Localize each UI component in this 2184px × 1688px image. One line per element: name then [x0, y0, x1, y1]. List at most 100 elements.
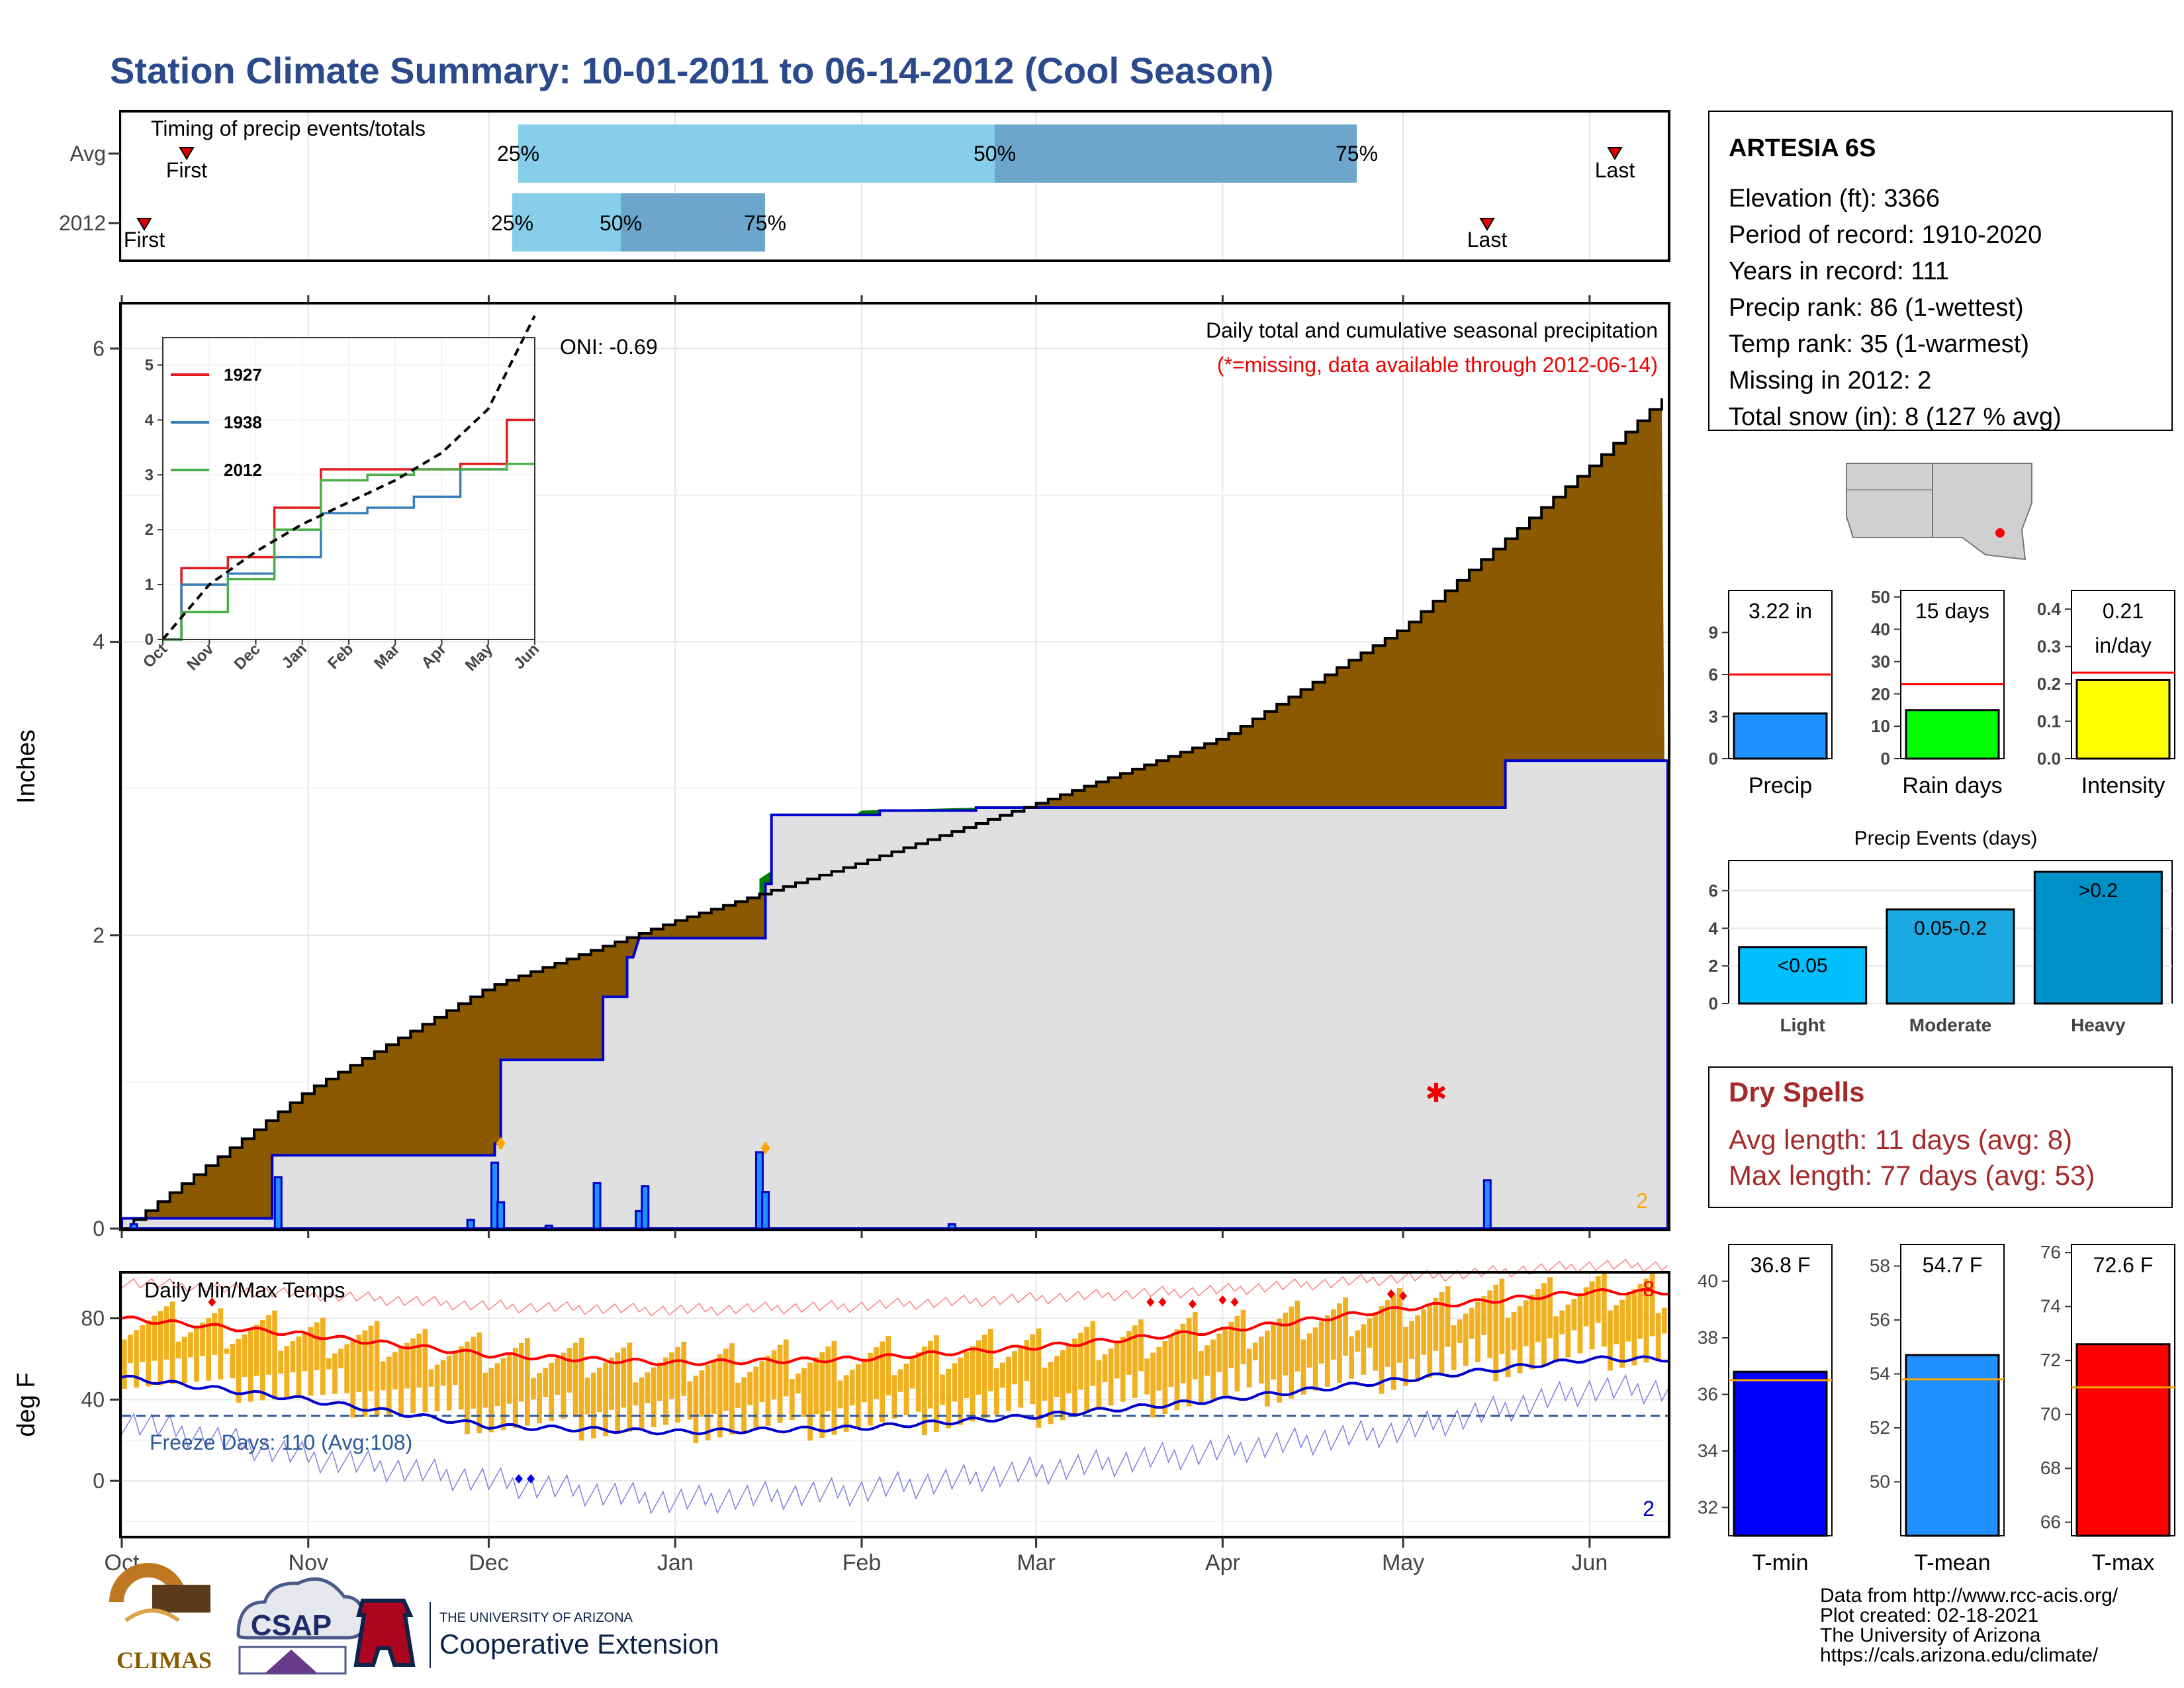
daily-temp-bar — [1583, 1287, 1589, 1327]
daily-temp-bar — [1271, 1325, 1276, 1380]
daily-temp-bar — [651, 1367, 657, 1427]
daily-precip-bar — [544, 1225, 553, 1230]
rain-days-ytick-label: 50 — [1871, 587, 1890, 607]
record-min-marker — [527, 1474, 535, 1484]
daily-temp-bar — [1655, 1313, 1661, 1360]
daily-temp-bar — [675, 1347, 680, 1423]
daily-temp-bar — [440, 1360, 446, 1386]
station-location-dot — [1995, 528, 2005, 538]
events-bar-moderate — [1886, 908, 2015, 1005]
daily-temp-bar — [1283, 1312, 1288, 1376]
daily-temp-bar — [807, 1362, 813, 1441]
daily-temp-bar — [284, 1346, 290, 1398]
daily-temp-bar — [796, 1373, 801, 1393]
daily-temp-bar — [488, 1368, 494, 1432]
daily-temp-bar — [134, 1330, 139, 1388]
daily-temp-bar — [1060, 1350, 1066, 1421]
daily-temp-bar — [1463, 1313, 1469, 1366]
daily-temp-bar — [518, 1342, 524, 1402]
csap-logo-text: CSAP — [251, 1609, 332, 1642]
rain-days-ytick-label: 20 — [1871, 684, 1890, 704]
daily-temp-bar — [1475, 1301, 1480, 1362]
daily-temp-bar — [891, 1375, 897, 1419]
rain-days-ytick-label: 10 — [1871, 716, 1890, 736]
inset-line-1927 — [163, 418, 535, 641]
daily-temp-bar — [1042, 1368, 1048, 1401]
tmax-ytick-label: 70 — [2040, 1404, 2061, 1425]
events-bar-label: <0.05 — [1778, 955, 1828, 977]
daily-temp-bar — [163, 1306, 169, 1360]
station-name: ARTESIA 6S — [1729, 134, 1876, 162]
csap-logo: CSAP — [236, 1577, 366, 1675]
inset-legend-label-1938: 1938 — [224, 412, 262, 432]
intensity-value-label: 0.21 — [2103, 599, 2144, 623]
dry-spells-title: Dry Spells — [1729, 1076, 1864, 1107]
daily-temp-bar — [765, 1355, 771, 1426]
daily-temp-bar — [146, 1320, 152, 1387]
y2012-first-marker — [136, 218, 152, 231]
daily-temp-bar — [741, 1377, 747, 1432]
inset-ytick-label: 2 — [145, 521, 154, 539]
daily-temp-bar — [699, 1370, 705, 1417]
intensity-ytick-label: 0.4 — [2037, 599, 2062, 619]
month-tick-label: Nov — [289, 1550, 328, 1575]
daily-temp-bar — [224, 1348, 230, 1354]
precip-ytick-label: 0 — [1709, 749, 1718, 769]
daily-temp-bar — [253, 1325, 259, 1376]
daily-temp-bar — [350, 1339, 356, 1418]
daily-temp-bar — [459, 1346, 464, 1410]
daily-temp-bar — [1108, 1348, 1114, 1406]
intensity-ytick-label: 0.3 — [2037, 637, 2061, 657]
daily-temp-bar — [206, 1317, 211, 1381]
rain-days-ytick-label: 0 — [1881, 749, 1890, 769]
daily-temp-bar — [428, 1369, 434, 1387]
precip-events-panel: <0.05 Light 0.05-0.2 Moderate >0.2 Heavy 0 2 4 6 — [1709, 860, 2173, 1035]
daily-temp-bar — [1300, 1339, 1306, 1395]
inset-ytick-label: 0 — [145, 631, 154, 649]
y2012-p75-label: 75% — [744, 211, 786, 235]
daily-temp-bar — [332, 1353, 338, 1394]
events-category-label: Heavy — [2071, 1015, 2126, 1035]
daily-temp-bar — [964, 1352, 970, 1399]
station-line-elevation: Elevation (ft): 3366 — [1729, 185, 1940, 212]
daily-temp-bar — [1451, 1325, 1457, 1370]
events-bar-label: >0.2 — [2079, 880, 2118, 902]
daily-temp-bar — [946, 1368, 951, 1429]
month-tick-label: Apr — [1205, 1550, 1240, 1575]
coop-extension-text: Cooperative Extension — [439, 1628, 719, 1660]
tmin-ytick-label: 38 — [1698, 1327, 1718, 1348]
snow-marker — [496, 1137, 506, 1150]
daily-temp-bar — [993, 1368, 999, 1415]
daily-temp-bar — [849, 1370, 855, 1406]
daily-temp-bar — [1024, 1340, 1030, 1382]
daily-temp-bar — [855, 1364, 861, 1429]
month-tick-label: Mar — [1017, 1550, 1056, 1575]
temp-panel: 0 40 80 Daily Min/Max Temps deg F Freeze D… — [13, 1258, 1670, 1538]
intensity-axis-label: Intensity — [2081, 773, 2165, 798]
month-axis: Oct Nov Dec Jan Feb Mar Apr May Jun — [105, 295, 1608, 1575]
daily-temp-bar — [1312, 1327, 1318, 1391]
daily-temp-bar — [477, 1332, 482, 1434]
daily-temp-bar — [555, 1358, 561, 1395]
daily-temp-bar — [1625, 1294, 1631, 1342]
daily-temp-bar — [1066, 1344, 1071, 1393]
record-max-marker — [1146, 1297, 1155, 1307]
station-line-temp-rank: Temp rank: 35 (1-warmest) — [1729, 330, 2029, 358]
daily-temp-bar — [903, 1364, 909, 1416]
daily-precip-bar — [592, 1182, 602, 1230]
footer-credits: Data from http://www.rcc-acis.org/ Plot … — [1820, 1585, 2118, 1666]
temp-ylabel: deg F — [13, 1372, 40, 1436]
daily-temp-bar — [567, 1348, 572, 1393]
daily-temp-bar — [1078, 1333, 1083, 1390]
daily-temp-bar — [657, 1362, 662, 1401]
daily-temp-bar — [1487, 1290, 1493, 1358]
record-min-marker — [514, 1474, 523, 1484]
ua-logo: THE UNIVERSITY OF ARIZONA Cooperative Ex… — [353, 1599, 719, 1668]
precip-subtitle: Daily total and cumulative seasonal prec… — [1206, 318, 1658, 342]
daily-temp-bar — [392, 1352, 398, 1389]
inset-ytick-label: 1 — [145, 576, 154, 594]
daily-temp-bar — [290, 1341, 296, 1373]
intensity-ytick-label: 0.1 — [2037, 712, 2061, 731]
daily-temp-bar — [549, 1362, 555, 1421]
timing-row-avg: Avg — [69, 142, 106, 165]
